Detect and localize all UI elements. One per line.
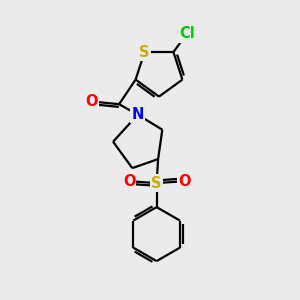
Text: Cl: Cl	[179, 26, 195, 41]
Text: O: O	[178, 174, 190, 189]
Text: O: O	[123, 174, 135, 189]
Text: S: S	[152, 176, 162, 190]
Text: S: S	[139, 45, 150, 60]
Text: O: O	[85, 94, 98, 109]
Text: N: N	[131, 107, 144, 122]
